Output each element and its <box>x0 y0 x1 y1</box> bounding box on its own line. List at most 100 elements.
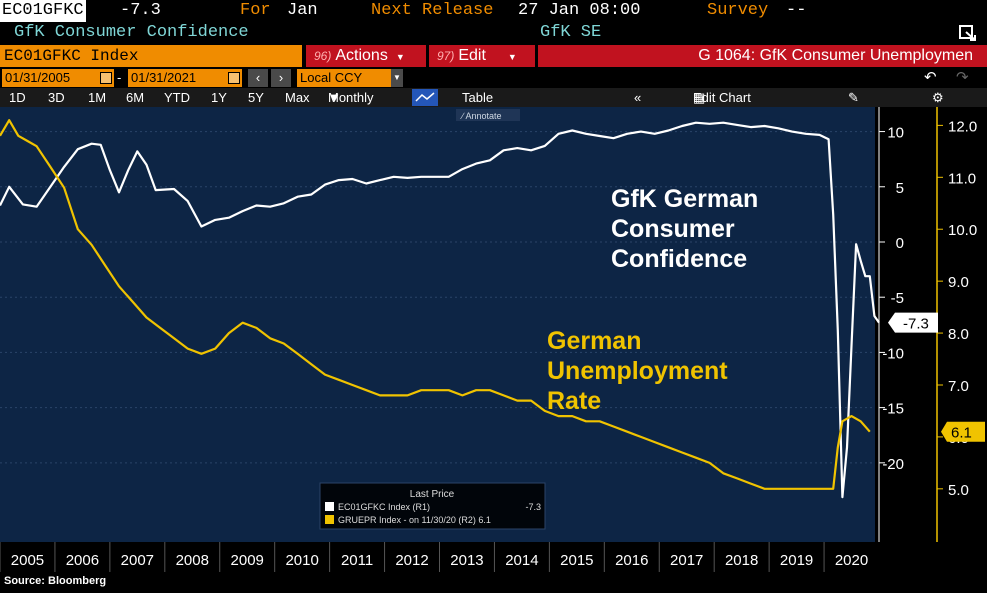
period-5y[interactable]: 5Y <box>248 90 264 105</box>
for-value: Jan <box>287 1 318 20</box>
source-note: Source: Bloomberg <box>4 575 107 587</box>
end-date-field[interactable]: 01/31/2021 <box>128 69 242 87</box>
period-1d[interactable]: 1D <box>9 90 26 105</box>
dropdown-icon: ▼ <box>507 52 517 62</box>
annotation-confidence-line: Consumer <box>611 215 735 243</box>
axis1-tick-label: 5 <box>896 180 904 197</box>
period-ytd[interactable]: YTD <box>164 90 190 105</box>
x-tick-label: 2011 <box>341 552 373 569</box>
security-field[interactable]: EC01GFKC Index <box>0 45 302 67</box>
series-line-confidence <box>0 121 880 499</box>
x-tick-label: 2005 <box>11 552 44 569</box>
legend-entry-label: GRUEPR Index - on 11/30/20 (R2) 6.1 <box>338 515 491 525</box>
header-ticker[interactable]: EC01GFKC <box>0 0 86 22</box>
legend-entry-value: -7.3 <box>525 502 541 512</box>
annotate-button[interactable]: ∕ Annotate <box>456 109 520 121</box>
x-tick-label: 2020 <box>835 552 868 569</box>
x-tick-label: 2007 <box>121 552 154 569</box>
axis2-tick-label: 9.0 <box>948 274 969 291</box>
last-value-tag-unemployment <box>941 421 985 442</box>
last-value-unemployment: 6.1 <box>951 425 972 442</box>
period-3d[interactable]: 3D <box>48 90 65 105</box>
calendar-icon[interactable] <box>228 72 240 84</box>
edit-num: 97) <box>437 49 455 63</box>
legend-swatch <box>325 515 334 524</box>
x-tick-label: 2006 <box>66 552 99 569</box>
gear-icon[interactable]: ⚙ <box>932 90 944 105</box>
frequency-value: Monthly <box>328 90 374 105</box>
axis2-tick-label: 5.0 <box>948 482 969 499</box>
for-label: For <box>240 1 271 20</box>
axis2-tick-label: 12.0 <box>948 118 977 135</box>
actions-num: 96) <box>314 49 332 63</box>
edit-button[interactable]: 97) Edit ▼ <box>429 45 535 67</box>
axis2-tick-label: 8.0 <box>948 326 969 343</box>
axis1-tick-label: -15 <box>882 401 904 418</box>
chevron-down-icon: ▼ <box>391 69 403 87</box>
table-button[interactable]: Table <box>462 90 494 105</box>
annotation-unemployment-line: German <box>547 327 641 355</box>
redo-icon[interactable]: ↷ <box>956 69 969 86</box>
period-1m[interactable]: 1M <box>88 90 107 105</box>
currency-select[interactable]: Local CCY ▼ <box>297 69 403 87</box>
actions-button[interactable]: 96) Actions ▼ <box>306 45 426 67</box>
next-release-label: Next Release <box>371 1 494 20</box>
period-bar: 1D 3D 1M 6M YTD 1Y 5Y Max Monthly ▼ Tabl… <box>0 88 987 107</box>
edit-label: Edit <box>458 47 486 64</box>
end-date: 01/31/2021 <box>131 70 197 85</box>
annotation-confidence-line: GfK German <box>611 185 758 213</box>
x-tick-label: 2014 <box>505 552 538 569</box>
start-date-field[interactable]: 01/31/2005 <box>2 69 114 87</box>
last-value-tag-confidence <box>888 312 938 333</box>
x-tick-label: 2013 <box>450 552 483 569</box>
period-1y[interactable]: 1Y <box>211 90 227 105</box>
x-tick-label: 2008 <box>176 552 209 569</box>
next-period-button[interactable]: › <box>271 69 291 87</box>
legend-title: Last Price <box>410 489 455 500</box>
x-tick-label: 2012 <box>395 552 428 569</box>
axis1-tick-label: 10 <box>887 125 904 142</box>
x-tick-label: 2016 <box>615 552 648 569</box>
legend-box <box>319 482 546 530</box>
x-tick-label: 2018 <box>725 552 758 569</box>
dropdown-icon: ▼ <box>395 52 405 62</box>
period-6m[interactable]: 6M <box>126 90 145 105</box>
currency-value: Local CCY <box>300 70 363 85</box>
axis1-tick-label: 0 <box>896 235 904 252</box>
annotation-unemployment-line: Rate <box>547 387 601 415</box>
prev-period-button[interactable]: ‹ <box>248 69 268 87</box>
period-max[interactable]: Max <box>285 90 310 105</box>
source-name: GfK SE <box>540 23 602 42</box>
header-value: -7.3 <box>120 1 161 20</box>
axis2-tick-label: 7.0 <box>948 378 969 395</box>
annotation-confidence-line: Confidence <box>611 245 747 273</box>
subheader-row: GfK Consumer Confidence GfK SE <box>0 22 987 44</box>
edit-chart-label: Edit Chart <box>693 90 751 105</box>
chevron-down-icon: ▼ <box>328 90 341 105</box>
calendar-icon[interactable] <box>100 72 112 84</box>
collapse-icon[interactable]: « <box>634 90 642 105</box>
start-date: 01/31/2005 <box>5 70 71 85</box>
popout-icon[interactable] <box>958 24 978 50</box>
legend-swatch <box>325 502 334 511</box>
actions-label: Actions <box>335 47 388 64</box>
series-line-unemployment <box>0 119 871 490</box>
annotation-unemployment-line: Unemployment <box>547 357 728 385</box>
annotate-label: ∕ Annotate <box>460 111 502 121</box>
pencil-icon[interactable]: ✎ <box>848 90 859 105</box>
axis2-tick-label: 10.0 <box>948 222 977 239</box>
axis1-tick-label: -5 <box>891 290 904 307</box>
undo-icon[interactable]: ↶ <box>924 69 937 86</box>
axis2-tick-label: 11.0 <box>948 170 976 187</box>
x-tick-label: 2019 <box>780 552 813 569</box>
chart: 2005 2006 2007 2008 2009 2010 2011 2012 2013 2014… <box>0 107 987 575</box>
x-tick-label: 2009 <box>231 552 264 569</box>
header-row: EC01GFKC -7.3 For Jan Next Release 27 Ja… <box>0 0 987 22</box>
line-chart-icon[interactable] <box>412 89 438 106</box>
x-tick-label: 2015 <box>560 552 593 569</box>
x-tick-label: 2017 <box>670 552 703 569</box>
range-bar: 01/31/2005 - 01/31/2021 ‹ › Local CCY ▼ ↶… <box>0 69 987 87</box>
next-release-value: 27 Jan 08:00 <box>518 1 641 20</box>
plot-area <box>0 107 875 542</box>
range-dash: - <box>117 70 122 85</box>
